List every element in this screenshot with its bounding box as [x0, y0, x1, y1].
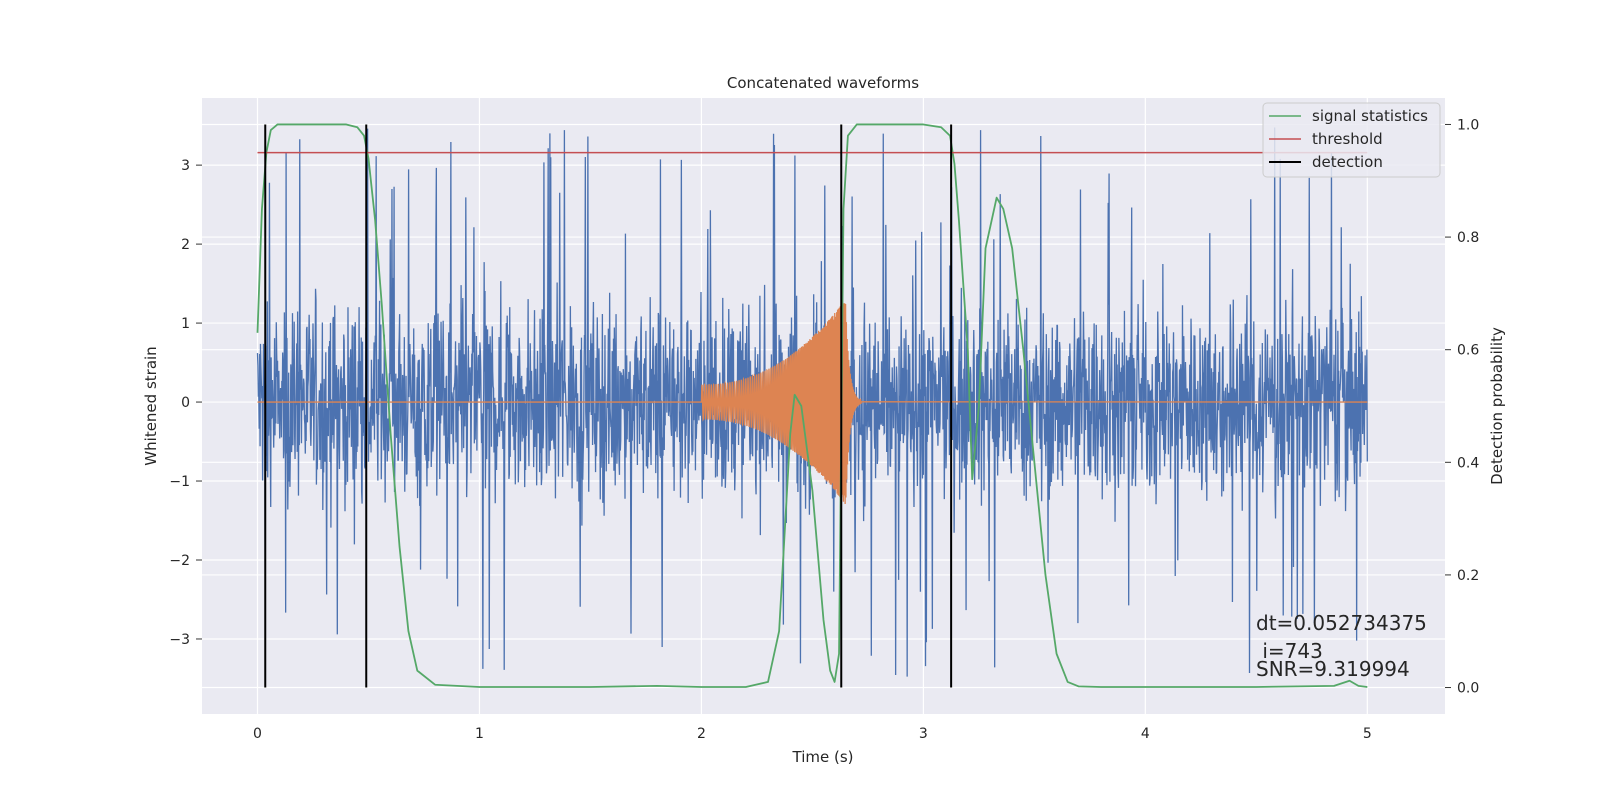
y-tick-label-left: −3 [169, 632, 190, 648]
x-tick-label: 5 [1363, 726, 1372, 742]
annotation-snr: SNR=9.319994 [1256, 657, 1410, 681]
x-tick-label: 2 [697, 726, 706, 742]
x-tick-label: 0 [253, 726, 262, 742]
x-ticks: 0 1 2 3 4 5 [253, 726, 1372, 742]
x-tick-label: 1 [475, 726, 484, 742]
template-waveform-line [257, 303, 1368, 504]
y-tick-label-right: 0.6 [1457, 343, 1479, 359]
legend-label-threshold: threshold [1312, 130, 1383, 148]
y-tick-label-left: −2 [169, 553, 190, 569]
chart-title: Concatenated waveforms [727, 74, 919, 92]
x-axis-label: Time (s) [792, 748, 854, 766]
y-tick-label-left: 3 [181, 158, 190, 174]
y-tick-label-right: 1.0 [1457, 117, 1479, 133]
annotation-dt: dt=0.052734375 [1256, 611, 1427, 635]
annotation-index: i=743 [1256, 639, 1323, 663]
legend-box [1262, 102, 1441, 178]
y-ticks-left: −3 −2 −1 0 1 2 3 [169, 158, 202, 648]
y-tick-label-right: 0.2 [1457, 568, 1479, 584]
series-layer [256, 123, 1368, 688]
y-tick-label-left: 2 [181, 237, 190, 253]
legend: signal statistics threshold detection [1262, 102, 1441, 178]
y-axis-label-right: Detection probability [1488, 327, 1506, 485]
y-tick-label-left: 1 [181, 316, 190, 332]
legend-label-detection: detection [1312, 153, 1383, 171]
y-tick-label-right: 0.0 [1457, 681, 1479, 697]
y-ticks-right: 0.0 0.2 0.4 0.6 0.8 1.0 [1445, 117, 1479, 697]
y-tick-label-left: −1 [169, 474, 190, 490]
y-tick-label-right: 0.8 [1457, 230, 1479, 246]
y-tick-label-left: 0 [181, 395, 190, 411]
y-axis-label-left: Whitened strain [142, 346, 160, 465]
x-tick-label: 4 [1141, 726, 1150, 742]
legend-label-signal-statistics: signal statistics [1312, 107, 1428, 125]
x-tick-label: 3 [919, 726, 928, 742]
y-tick-label-right: 0.4 [1457, 455, 1479, 471]
